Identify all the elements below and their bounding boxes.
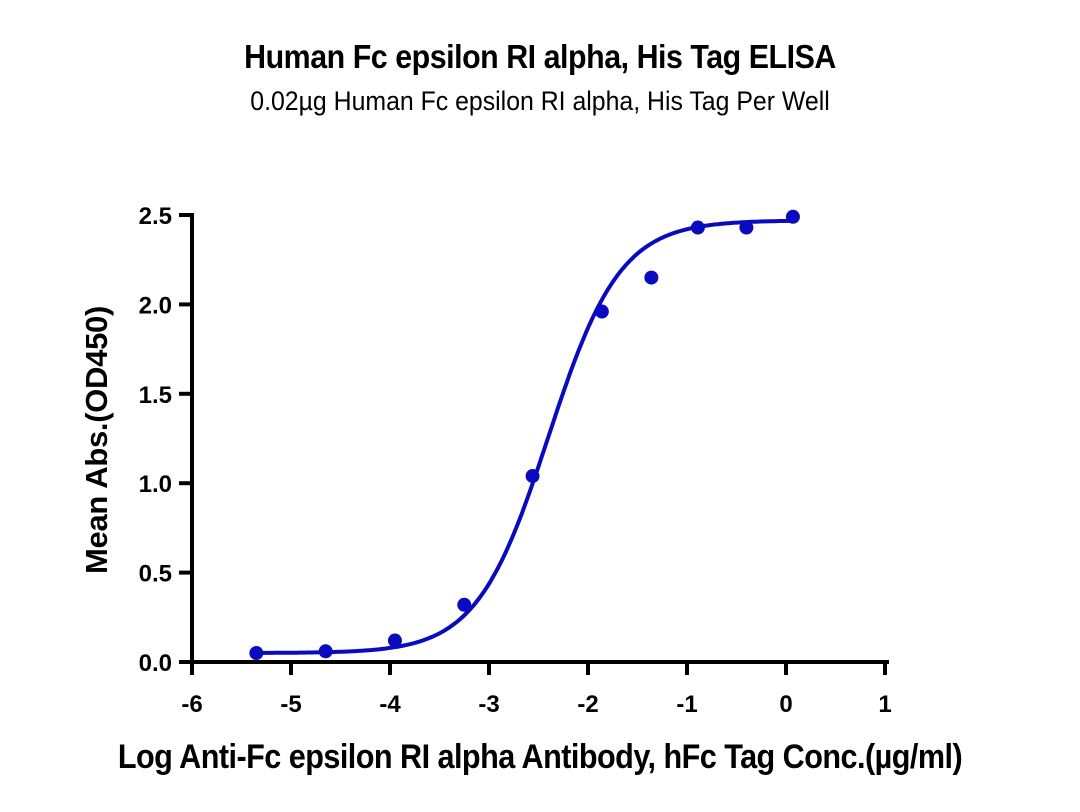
chart-title: Human Fc epsilon RI alpha, His Tag ELISA bbox=[244, 38, 836, 75]
data-point bbox=[318, 644, 333, 659]
y-tick-label: 0.0 bbox=[139, 650, 172, 677]
chart-subtitle: 0.02µg Human Fc epsilon RI alpha, His Ta… bbox=[250, 86, 830, 116]
data-point bbox=[785, 209, 800, 224]
fit-curve bbox=[256, 218, 793, 655]
data-point bbox=[525, 469, 540, 484]
y-axis-ticks: 0.0 0.5 1.0 1.5 2.0 2.5 bbox=[139, 203, 192, 677]
x-tick-label: -5 bbox=[280, 691, 301, 718]
x-tick-label: -4 bbox=[379, 691, 401, 718]
x-tick-label: -6 bbox=[181, 691, 202, 718]
y-tick-label: 1.5 bbox=[139, 382, 172, 409]
data-point bbox=[739, 220, 754, 235]
y-tick-label: 0.5 bbox=[139, 561, 172, 588]
x-tick-label: -3 bbox=[478, 691, 499, 718]
x-tick-label: -1 bbox=[676, 691, 697, 718]
x-tick-label: 0 bbox=[779, 691, 792, 718]
data-point bbox=[644, 270, 659, 285]
x-tick-label: 1 bbox=[878, 691, 891, 718]
data-points bbox=[249, 209, 800, 661]
x-tick-label: -2 bbox=[577, 691, 598, 718]
data-point bbox=[249, 646, 264, 661]
data-point bbox=[690, 220, 705, 235]
data-point bbox=[387, 633, 402, 648]
data-point bbox=[594, 304, 609, 319]
y-tick-label: 2.0 bbox=[139, 292, 172, 319]
data-point bbox=[457, 597, 472, 612]
y-tick-label: 2.5 bbox=[139, 203, 172, 230]
axes bbox=[190, 213, 889, 664]
x-axis-ticks: -6 -5 -4 -3 -2 -1 0 1 bbox=[181, 662, 892, 718]
x-axis-label: Log Anti-Fc epsilon RI alpha Antibody, h… bbox=[117, 738, 963, 776]
y-tick-label: 1.0 bbox=[139, 471, 172, 498]
